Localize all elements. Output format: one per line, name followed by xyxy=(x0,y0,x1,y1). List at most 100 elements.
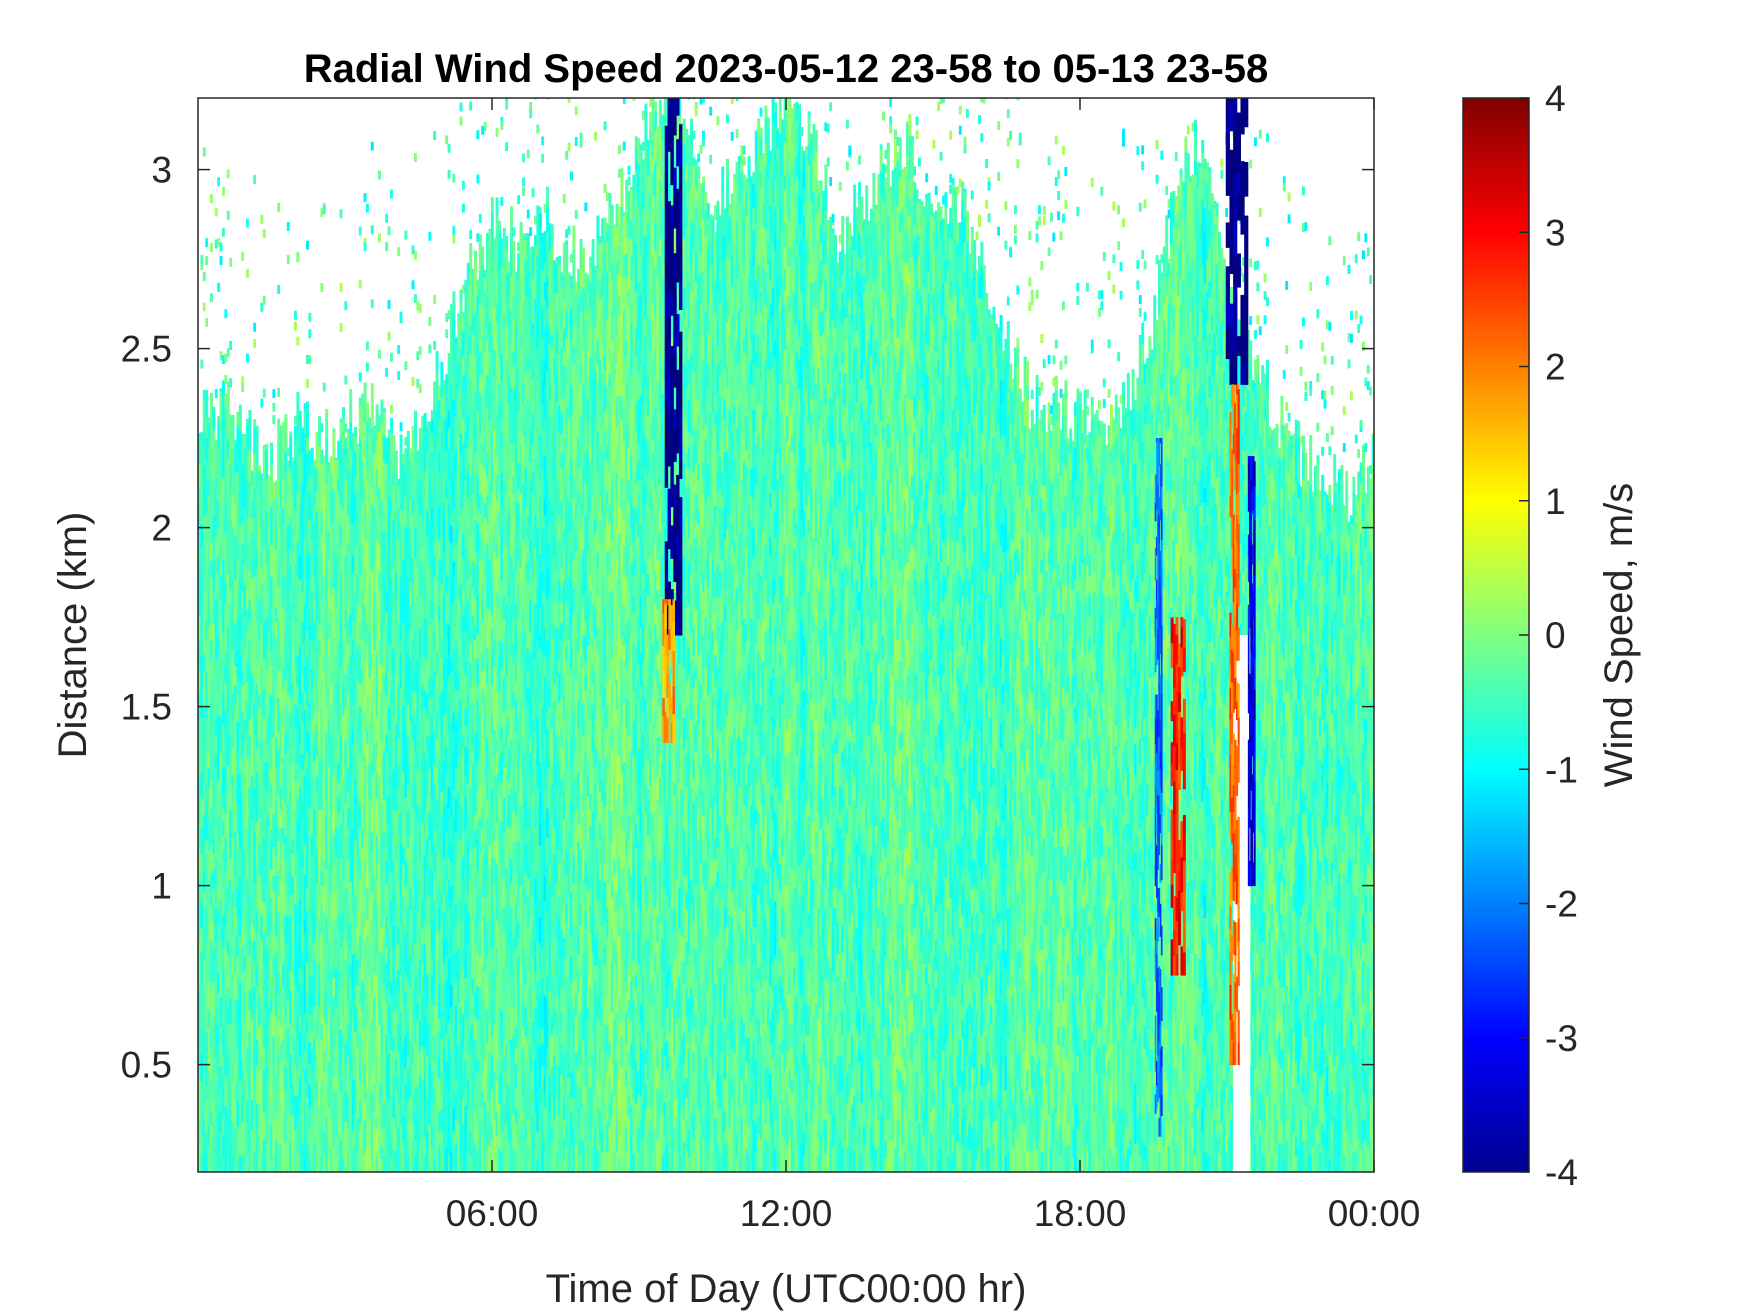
heatmap-column xyxy=(404,230,408,1172)
heatmap-column xyxy=(248,410,252,1172)
wind-feature-band xyxy=(662,599,676,743)
heatmap-column xyxy=(507,261,511,1172)
heatmap-column xyxy=(618,145,621,1172)
heatmap-column xyxy=(738,155,741,1172)
heatmap-column xyxy=(735,98,739,1172)
heatmap-column xyxy=(788,98,792,1172)
heatmap-column xyxy=(570,171,573,1172)
heatmap-column xyxy=(834,235,837,1172)
heatmap-column xyxy=(224,309,228,1172)
heatmap-column xyxy=(284,414,288,1172)
heatmap-column xyxy=(814,129,818,1172)
heatmap-column xyxy=(370,141,374,1172)
heatmap-column xyxy=(776,128,780,1172)
heatmap-column xyxy=(202,147,206,1172)
heatmap-column xyxy=(349,389,353,1172)
colorbar-tick-label: -1 xyxy=(1545,749,1578,790)
heatmap-column xyxy=(774,102,777,1172)
heatmap-column xyxy=(351,432,355,1172)
heatmap-column xyxy=(318,416,321,1172)
heatmap-column xyxy=(298,410,302,1172)
heatmap-column xyxy=(387,226,391,1172)
colorbar-tick-label: -3 xyxy=(1545,1018,1578,1059)
heatmap-column xyxy=(260,214,264,1172)
heatmap-column xyxy=(850,235,854,1172)
heatmap-column xyxy=(385,213,389,1172)
heatmap-column xyxy=(373,425,377,1172)
y-tick-label: 2.5 xyxy=(121,329,172,370)
heatmap-column xyxy=(219,242,223,1172)
heatmap-column xyxy=(380,399,384,1172)
heatmap-column xyxy=(267,475,271,1172)
x-tick-label: 06:00 xyxy=(446,1193,539,1234)
heatmap-column xyxy=(411,245,415,1172)
heatmap-column xyxy=(279,425,283,1172)
heatmap-column xyxy=(687,98,691,1172)
heatmap-column xyxy=(402,453,405,1172)
heatmap-column xyxy=(346,428,350,1172)
heatmap-column xyxy=(418,304,422,1172)
heatmap-column xyxy=(812,123,816,1172)
heatmap-column xyxy=(342,407,345,1172)
heatmap-column xyxy=(750,176,753,1172)
heatmap-column xyxy=(450,303,453,1172)
heatmap-column xyxy=(361,393,365,1172)
heatmap-column xyxy=(330,456,333,1172)
heatmap-column xyxy=(848,145,852,1172)
y-tick-label: 1 xyxy=(151,866,172,907)
heatmap-column xyxy=(510,206,513,1172)
heatmap-column xyxy=(416,301,420,1172)
heatmap-column xyxy=(740,145,744,1172)
heatmap-column xyxy=(426,421,429,1172)
y-tick-label: 0.5 xyxy=(121,1045,172,1086)
heatmap-column xyxy=(651,98,655,1172)
heatmap-column xyxy=(291,457,295,1172)
heatmap-column xyxy=(210,194,213,1172)
heatmap-column xyxy=(601,218,605,1172)
heatmap-column xyxy=(613,224,617,1172)
heatmap-column xyxy=(730,98,734,1172)
heatmap-column xyxy=(536,124,540,1172)
heatmap-column xyxy=(550,224,554,1172)
heatmap-column xyxy=(490,197,494,1172)
heatmap-column xyxy=(567,98,571,1172)
heatmap-column xyxy=(231,415,235,1172)
heatmap-column xyxy=(500,117,504,1172)
heatmap-column xyxy=(822,190,825,1172)
heatmap-column xyxy=(433,131,437,1172)
heatmap-column xyxy=(726,114,729,1172)
heatmap-column xyxy=(711,215,715,1172)
heatmap-column xyxy=(754,130,758,1172)
heatmap-column xyxy=(658,99,662,1172)
heatmap-column xyxy=(824,122,828,1172)
heatmap-column xyxy=(243,434,247,1172)
heatmap-column xyxy=(452,173,456,1172)
heatmap-column xyxy=(212,406,216,1172)
heatmap-column xyxy=(838,181,842,1172)
heatmap-column xyxy=(565,150,569,1172)
heatmap-plot-area xyxy=(198,98,1374,1172)
heatmap-column xyxy=(409,448,413,1172)
heatmap-column xyxy=(238,404,242,1172)
x-tick-label: 18:00 xyxy=(1034,1193,1127,1234)
heatmap-column xyxy=(440,361,444,1172)
heatmap-column xyxy=(589,256,593,1172)
heatmap-column xyxy=(728,203,732,1172)
heatmap-column xyxy=(646,139,650,1172)
heatmap-column xyxy=(466,262,470,1172)
heatmap-column xyxy=(622,98,626,1172)
heatmap-column xyxy=(289,431,293,1172)
heatmap-column xyxy=(397,247,401,1172)
heatmap-column xyxy=(534,98,537,1172)
heatmap-column xyxy=(634,136,638,1172)
heatmap-column xyxy=(793,103,797,1172)
heatmap-column xyxy=(262,229,266,1172)
heatmap-column xyxy=(764,105,768,1172)
heatmap-column xyxy=(399,311,403,1172)
heatmap-column xyxy=(502,227,506,1172)
heatmap-column xyxy=(392,435,396,1172)
heatmap-column xyxy=(486,232,489,1172)
heatmap-column xyxy=(745,178,749,1172)
heatmap-column xyxy=(608,193,612,1172)
heatmap-column xyxy=(339,209,343,1172)
